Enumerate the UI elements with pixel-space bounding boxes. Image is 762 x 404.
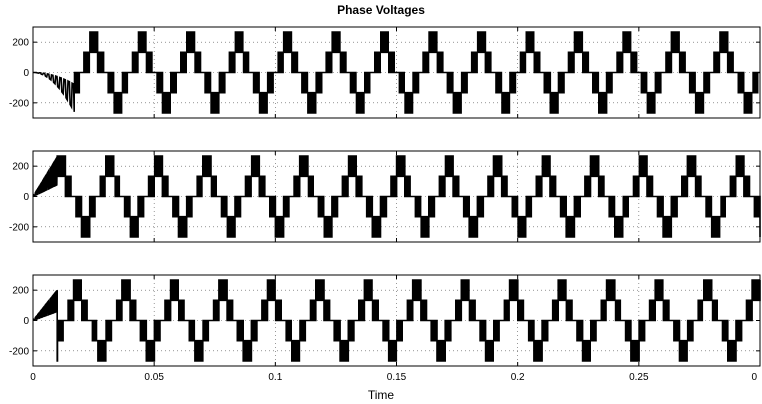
y-tick-label: -200: [9, 346, 29, 357]
subplot-3: 200 0 -200: [9, 274, 761, 367]
phase-voltage-series-2: [32, 155, 761, 238]
x-tick-label: 0: [30, 372, 36, 383]
x-tick-label: 0.15: [387, 372, 407, 383]
phase-voltage-series-3: [32, 279, 761, 362]
x-tick-label: 0.05: [144, 372, 164, 383]
y-tick-label: -200: [9, 98, 29, 109]
y-tick-label: 0: [23, 316, 29, 327]
y-tick-label: 200: [12, 162, 29, 173]
subplot-2: 200 0 -200: [9, 150, 761, 243]
x-tick-label: 0: [751, 372, 757, 383]
y-tick-label: 200: [12, 286, 29, 297]
y-tick-label: 200: [12, 38, 29, 49]
x-tick-label: 0.25: [629, 372, 649, 383]
x-tick-label: 0.2: [511, 372, 525, 383]
chart-title: Phase Voltages: [337, 3, 425, 17]
phase-voltage-series-1: [33, 31, 760, 114]
y-tick-label: 0: [23, 192, 29, 203]
x-tick-label: 0.1: [268, 372, 282, 383]
subplot-1: 200 0 -200: [9, 26, 761, 119]
x-axis-label: Time: [367, 388, 395, 402]
y-tick-label: 0: [23, 68, 29, 79]
y-tick-label: -200: [9, 222, 29, 233]
